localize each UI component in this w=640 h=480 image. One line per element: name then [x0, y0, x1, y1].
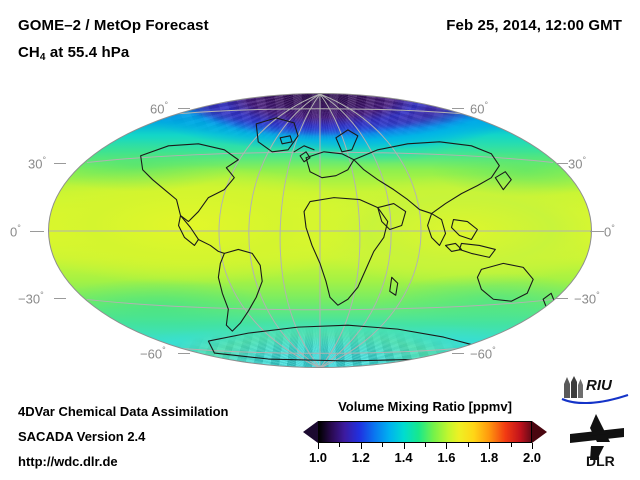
- colorbar-tick-label: 1.2: [351, 450, 370, 465]
- lat-tick-60-right: [452, 108, 464, 109]
- lat-label-60-right: 60°: [470, 100, 489, 117]
- species-subscript: 4: [39, 52, 46, 63]
- lat-label-30-right: 30°: [568, 155, 587, 172]
- lat-tick-0-right: [590, 231, 604, 232]
- colorbar-tick-label: 2.0: [522, 450, 542, 465]
- colorbar-tick: [360, 443, 362, 449]
- lat-label-m30-left: −30°: [18, 290, 44, 307]
- coastlines: [140, 117, 562, 362]
- map-plot: [48, 93, 592, 368]
- lat-tick-30-left: [54, 163, 66, 164]
- lat-tick-m60-left: [178, 353, 190, 354]
- colorbar-tick: [318, 443, 319, 449]
- colorbar: [302, 421, 548, 443]
- colorbar-extend-min-arrow: [303, 421, 318, 443]
- svg-text:RIU: RIU: [586, 377, 613, 394]
- page-title: GOME–2 / MetOp Forecast: [18, 17, 209, 34]
- graticule: [49, 94, 591, 367]
- lat-tick-60-left: [178, 108, 190, 109]
- footer-line-2: SACADA Version 2.4: [18, 429, 146, 444]
- mollweide-globe: [48, 93, 592, 368]
- lat-tick-0-left: [30, 231, 44, 232]
- lat-label-0-right: 0°: [604, 223, 615, 240]
- colorbar-tick: [382, 443, 384, 447]
- lat-tick-30-right: [556, 163, 568, 164]
- colorbar-ticks: [318, 443, 533, 449]
- footer-line-1: 4DVar Chemical Data Assimilation: [18, 404, 229, 419]
- colorbar-tick-label: 1.4: [394, 450, 413, 465]
- lat-tick-m30-left: [54, 298, 66, 299]
- lat-tick-m30-right: [556, 298, 568, 299]
- lat-tick-m60-right: [452, 353, 464, 354]
- colorbar-gradient: [318, 421, 532, 443]
- colorbar-title: Volume Mixing Ratio [ppmv]: [338, 399, 512, 414]
- footer-line-3[interactable]: http://wdc.dlr.de: [18, 454, 118, 469]
- colorbar-tick: [425, 443, 426, 447]
- colorbar-tick: [510, 443, 512, 447]
- species-pressure: at 55.4 hPa: [45, 44, 130, 61]
- lat-label-m60-left: −60°: [140, 345, 166, 362]
- lat-label-30-left: 30°: [28, 155, 47, 172]
- colorbar-extend-max-arrow: [532, 421, 547, 443]
- lat-label-m30-right: −30°: [574, 290, 600, 307]
- colorbar-tick-label: 1.0: [308, 450, 328, 465]
- riu-logo: RIU: [561, 376, 629, 404]
- species-title: CH4 at 55.4 hPa: [18, 44, 130, 63]
- colorbar-tick: [489, 443, 491, 449]
- colorbar-tick-label: 1.8: [480, 450, 499, 465]
- colorbar-tick: [403, 443, 405, 449]
- species-label: CH: [18, 44, 40, 61]
- lat-label-0-left: 0°: [10, 223, 21, 240]
- colorbar-tick: [446, 443, 448, 449]
- dlr-logo: DLR: [570, 414, 624, 468]
- lat-label-60-left: 60°: [150, 100, 169, 117]
- lat-label-m60-right: −60°: [470, 345, 496, 362]
- colorbar-tick-labels: 1.0 1.2 1.4 1.6 1.8 2.0: [309, 450, 541, 468]
- colorbar-tick: [467, 443, 469, 447]
- colorbar-tick: [532, 443, 533, 449]
- colorbar-tick: [339, 443, 341, 447]
- svg-text:DLR: DLR: [586, 453, 615, 468]
- colorbar-tick-label: 1.6: [437, 450, 456, 465]
- timestamp: Feb 25, 2014, 12:00 GMT: [446, 17, 622, 34]
